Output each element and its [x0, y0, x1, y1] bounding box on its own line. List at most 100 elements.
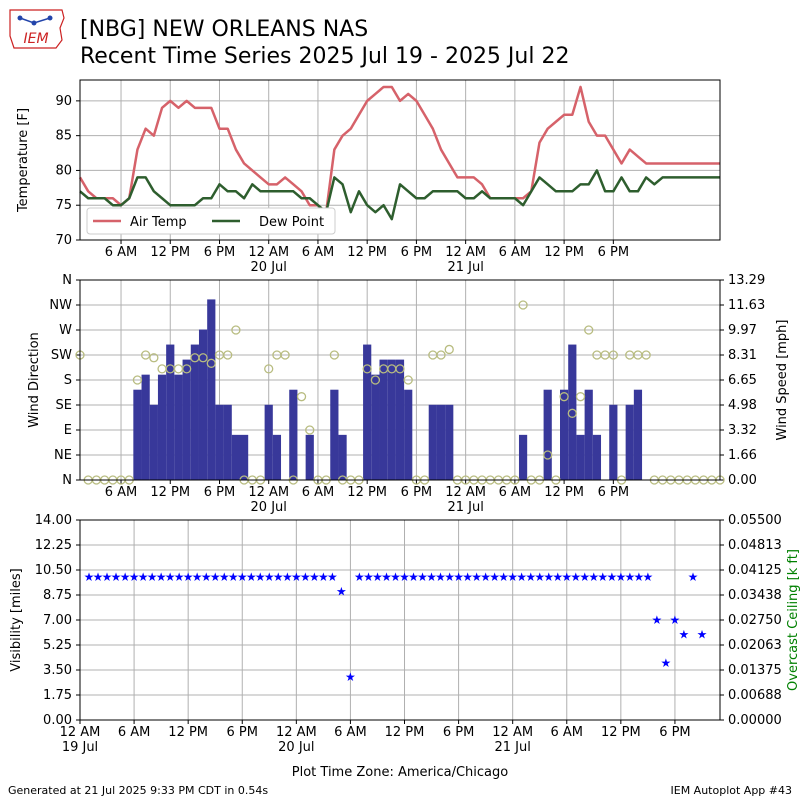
temp-xtick-label: 12 PM	[347, 245, 387, 260]
visibility-point: ★	[417, 570, 428, 584]
wind-speed-bar	[223, 404, 232, 480]
visibility-point: ★	[453, 570, 464, 584]
wind-speed-tick-label: 9.97	[728, 323, 757, 338]
wind-speed-bar	[518, 434, 528, 480]
vis-xtick-label: 6 PM	[443, 725, 474, 740]
iem-logo: IEM	[9, 9, 65, 49]
wind-xtick-date: 20 Jul	[251, 500, 287, 515]
visibility-point: ★	[670, 613, 681, 627]
ceiling-ytick-label: 0.05500	[728, 513, 782, 528]
vis-xtick-label: 6 AM	[118, 725, 151, 740]
visibility-point: ★	[102, 570, 113, 584]
wind-ylabel-right: Wind Speed [mph]	[775, 320, 790, 441]
vis-ytick-label: 3.50	[43, 663, 72, 678]
wind-direction-point	[436, 350, 446, 360]
wind-direction-point	[518, 300, 528, 310]
visibility-point: ★	[219, 570, 230, 584]
wind-direction-point	[132, 375, 143, 385]
visibility-point: ★	[652, 613, 663, 627]
visibility-point: ★	[372, 570, 383, 584]
wind-xtick-date: 21 Jul	[447, 500, 483, 515]
air-temp-line	[78, 85, 720, 214]
visibility-point: ★	[480, 570, 491, 584]
wind-direction-point	[575, 392, 586, 402]
visibility-point: ★	[381, 570, 392, 584]
temp-xtick-label: 12 PM	[544, 245, 584, 260]
visibility-point: ★	[336, 584, 347, 598]
wind-direction-point	[329, 350, 340, 360]
wind-speed-tick-label: 8.31	[728, 348, 757, 363]
wind-speed-bar	[560, 389, 569, 480]
visibility-point: ★	[399, 570, 410, 584]
visibility-point: ★	[643, 570, 654, 584]
vis-ytick-label: 5.25	[43, 638, 72, 653]
visibility-point: ★	[129, 570, 140, 584]
temp-xtick-date: 20 Jul	[251, 260, 287, 275]
wind-speed-bar	[264, 404, 273, 480]
wind-direction-tick-label: SW	[51, 348, 72, 363]
wind-xtick-label: 6 AM	[302, 485, 335, 500]
wind-xtick-label: 12 AM	[248, 485, 289, 500]
visibility-point: ★	[183, 570, 194, 584]
visibility-point: ★	[138, 570, 149, 584]
vis-xtick-label: 6 PM	[227, 725, 258, 740]
visibility-point: ★	[462, 570, 473, 584]
app-label: IEM Autoplot App #43	[670, 784, 793, 797]
wind-speed-tick-label: 13.29	[728, 273, 765, 288]
visibility-point: ★	[273, 570, 284, 584]
visibility-point: ★	[624, 570, 635, 584]
visibility-point: ★	[525, 570, 536, 584]
wind-direction-point	[182, 364, 192, 374]
visibility-point: ★	[579, 570, 590, 584]
visibility-point: ★	[688, 570, 699, 584]
vis-xtick-label: 12 PM	[601, 725, 641, 740]
visibility-point: ★	[147, 570, 158, 584]
wind-speed-bar	[633, 389, 643, 480]
wind-speed-bar	[576, 434, 585, 480]
visibility-point: ★	[615, 570, 626, 584]
visibility-point: ★	[552, 570, 563, 584]
wind-speed-bar	[174, 374, 183, 480]
visibility-point: ★	[390, 570, 401, 584]
wind-speed-bar	[625, 404, 634, 480]
visibility-point: ★	[318, 570, 329, 584]
wind-direction-tick-label: N	[62, 473, 72, 488]
visibility-point: ★	[489, 570, 500, 584]
visibility-point: ★	[291, 570, 302, 584]
temp-ytick-label: 85	[55, 129, 72, 144]
wind-xtick-label: 6 AM	[499, 485, 532, 500]
wind-speed-bar	[166, 344, 175, 480]
vis-xtick-label: 12 AM	[60, 725, 101, 740]
wind-speed-bar	[133, 389, 142, 480]
wind-speed-bar	[289, 389, 298, 480]
vis-xtick-label: 6 AM	[334, 725, 367, 740]
wind-speed-bar	[272, 434, 282, 480]
visibility-point: ★	[498, 570, 509, 584]
vis-plot-frame	[79, 519, 721, 721]
wind-speed-bar	[207, 299, 216, 480]
wind-speed-tick-label: 0.00	[728, 473, 757, 488]
ceiling-ytick-label: 0.02063	[728, 638, 782, 653]
wind-direction-point	[543, 450, 553, 460]
visibility-point: ★	[327, 570, 338, 584]
wind-xtick-label: 12 PM	[544, 485, 584, 500]
vis-ylabel: Visibility [miles]	[9, 568, 24, 671]
visibility-point: ★	[435, 570, 446, 584]
visibility-point: ★	[633, 570, 644, 584]
vis-xtick-date: 21 Jul	[494, 740, 530, 755]
vis-xtick-date: 20 Jul	[278, 740, 314, 755]
temp-xtick-label: 6 AM	[302, 245, 335, 260]
visibility-point: ★	[345, 670, 356, 684]
ceiling-ytick-label: 0.00688	[728, 688, 782, 703]
visibility-point: ★	[426, 570, 437, 584]
wind-direction-point	[403, 375, 413, 385]
vis-ytick-label: 8.75	[43, 588, 72, 603]
wind-xtick-label: 6 PM	[204, 485, 235, 500]
wind-direction-point	[231, 325, 241, 335]
visibility-point: ★	[534, 570, 545, 584]
visibility-point: ★	[354, 570, 365, 584]
wind-direction-point	[157, 364, 167, 374]
ceiling-ylabel: Overcast Ceiling [k ft]	[786, 549, 800, 691]
wind-speed-bar	[215, 404, 224, 480]
